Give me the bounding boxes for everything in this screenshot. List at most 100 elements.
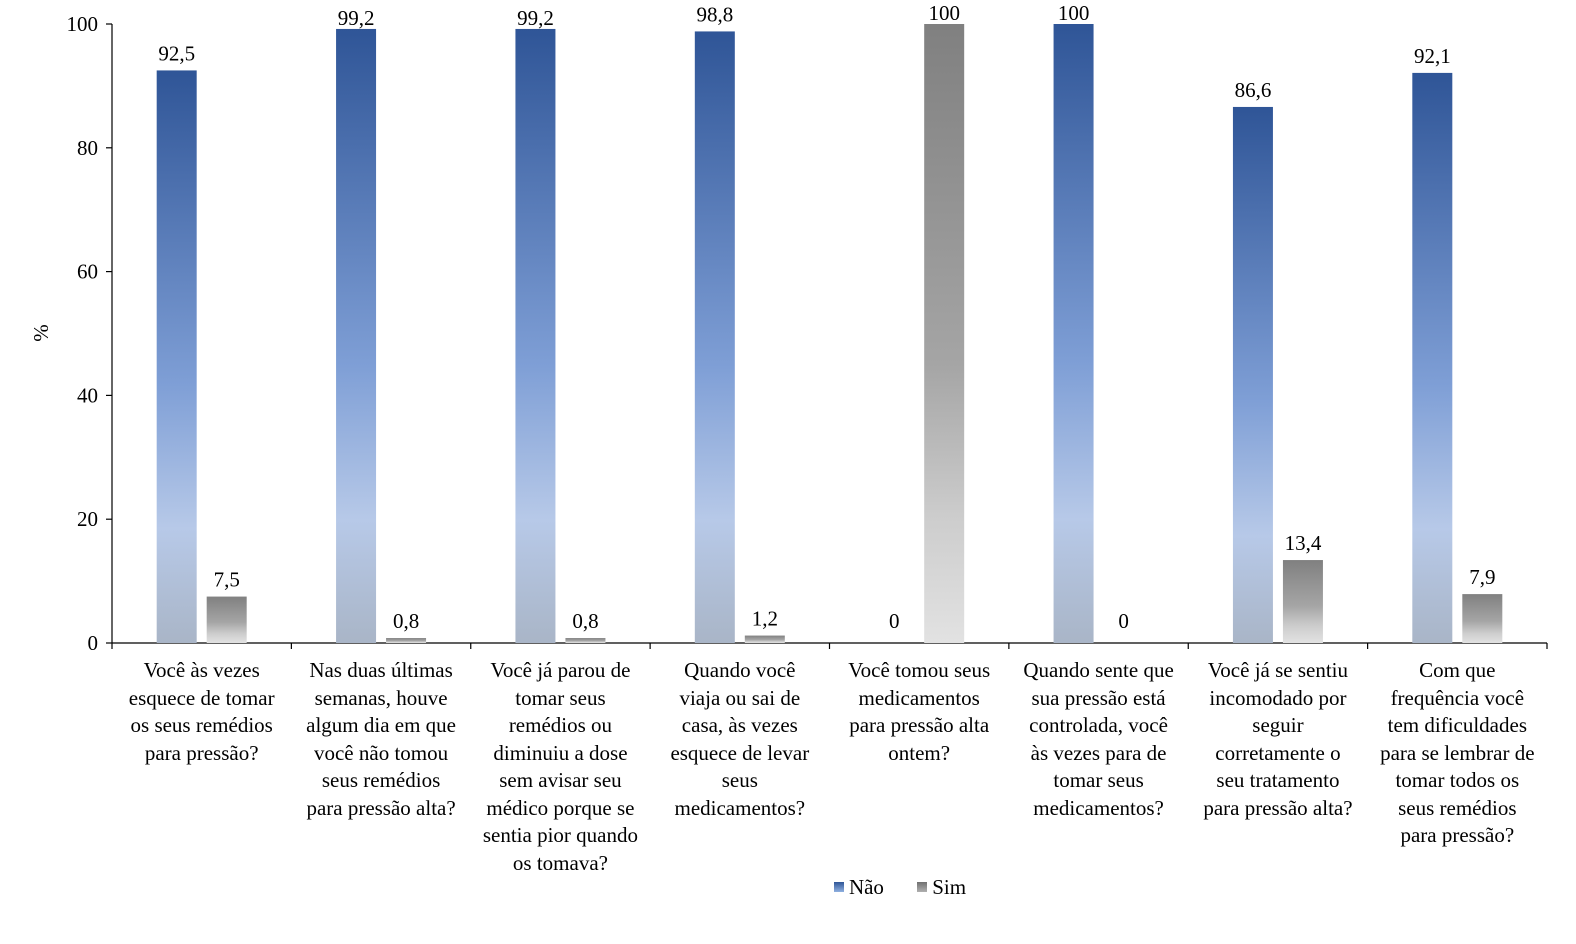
category-label-line: seu tratamento — [1216, 768, 1340, 792]
bar-sim-7 — [1462, 594, 1503, 643]
category-label-line: algum dia em que — [306, 713, 456, 737]
legend-label-nao: Não — [848, 874, 884, 899]
legend-item-nao: Não — [833, 874, 884, 900]
category-label-line: para pressão alta — [849, 713, 990, 737]
category-label-line: medicamentos? — [674, 795, 806, 820]
category-label-7: Com que frequência você tem dificuldades pa… — [1368, 657, 1546, 850]
category-label-line: sua pressão está — [1031, 685, 1166, 710]
category-label-line: Você às vezes — [143, 658, 260, 682]
y-tick-label: 20 — [77, 507, 98, 531]
y-tick-label: 40 — [77, 383, 98, 407]
axes: 0 20 40 60 80 100% — [29, 12, 1548, 655]
category-label-line: tomar todos os — [1395, 768, 1520, 792]
category-label-line: para se lembrar de — [1380, 740, 1535, 765]
data-label-nao-5: 100 — [1058, 1, 1090, 25]
category-label-line: tem dificuldades — [1387, 713, 1527, 737]
category-label-line: diminuiu a dose — [493, 740, 628, 765]
bar-sim-4 — [924, 24, 965, 643]
legend-label-sim: Sim — [932, 874, 967, 899]
category-label-line: para pressão alta? — [1203, 795, 1353, 820]
category-label-line: Com que — [1419, 658, 1496, 682]
bar-sim-1 — [386, 638, 427, 643]
data-label-nao-2: 99,2 — [517, 6, 554, 30]
data-label-sim-4: 100 — [928, 1, 960, 25]
category-label-line: seus remédios — [1398, 795, 1517, 820]
bars — [156, 24, 1503, 644]
data-label-sim-6: 13,4 — [1285, 531, 1322, 555]
category-label-line: casa, às vezes — [681, 713, 798, 737]
category-label-line: Você tomou seus — [848, 658, 991, 682]
category-label-line: frequência você — [1390, 685, 1525, 710]
bar-nao-3 — [694, 31, 735, 644]
y-axis-label: % — [29, 324, 53, 342]
category-label-line: tomar seus — [515, 685, 606, 710]
category-label-line: incomodado por — [1209, 685, 1347, 710]
y-tick-label: 60 — [77, 260, 98, 284]
y-tick-label: 0 — [88, 631, 99, 655]
data-label-nao-0: 92,5 — [158, 41, 195, 65]
category-label-4: Você tomou seus medicamentos para pressão … — [830, 657, 1008, 767]
legend: Não Sim — [0, 873, 1576, 900]
data-label-nao-6: 86,6 — [1235, 78, 1272, 102]
bar-nao-5 — [1053, 24, 1094, 643]
data-label-sim-2: 0,8 — [572, 609, 598, 633]
category-label-line: médico porque se — [486, 795, 635, 820]
category-label-line: seus — [721, 768, 758, 792]
category-label-line: seguir — [1252, 713, 1304, 737]
bar-sim-2 — [565, 638, 606, 643]
data-labels: 92,5 99,2 99,2 98,8 0 100 86,6 92,1 7,5 0,8 0,8 1,2… — [158, 1, 1495, 633]
category-label-line: às vezes para de — [1030, 740, 1167, 765]
category-label-line: tomar seus — [1053, 768, 1144, 792]
y-tick-label: 80 — [77, 136, 98, 160]
category-label-line: corretamente o — [1215, 740, 1341, 765]
category-label-1: Nas duas últimas semanas, houve algum dia … — [292, 657, 470, 822]
category-label-line: os tomava? — [512, 850, 608, 875]
category-label-line: Quando sente que — [1023, 658, 1174, 682]
bar-sim-6 — [1282, 560, 1323, 643]
legend-swatch-nao — [833, 882, 844, 892]
data-label-nao-3: 98,8 — [696, 2, 733, 26]
bar-nao-0 — [156, 70, 197, 644]
data-label-sim-5: 0 — [1118, 609, 1129, 633]
data-label-nao-1: 99,2 — [338, 6, 375, 30]
bar-sim-0 — [206, 596, 247, 643]
legend-item-sim: Sim — [917, 875, 966, 900]
category-label-0: Você às vezes esquece de tomar os seus rem… — [113, 657, 291, 767]
category-label-5: Quando sente que sua pressão está controla… — [1010, 657, 1188, 822]
category-label-line: Você já parou de — [490, 658, 631, 682]
category-label-line: você não tomou — [313, 740, 449, 765]
category-label-line: viaja ou sai de — [679, 685, 801, 710]
category-label-line: para pressão alta? — [306, 795, 456, 820]
category-label-line: remédios ou — [508, 713, 613, 737]
bar-sim-3 — [744, 635, 785, 643]
category-label-line: esquece de tomar — [128, 685, 275, 710]
category-label-2: Você já parou de tomar seus remédios ou dim… — [471, 657, 649, 877]
category-label-6: Você já se sentiu incomodado por seguir cor… — [1189, 657, 1367, 822]
category-label-line: seus remédios — [321, 768, 441, 792]
category-label-line: Você já se sentiu — [1207, 658, 1349, 682]
bar-nao-1 — [336, 28, 377, 643]
data-label-nao-4: 0 — [889, 609, 900, 633]
category-label-line: Quando você — [684, 658, 796, 682]
category-label-line: esquece de levar — [670, 740, 810, 765]
data-label-sim-1: 0,8 — [393, 609, 419, 633]
category-label-line: controlada, você — [1029, 713, 1168, 737]
category-label-line: os seus remédios — [130, 713, 273, 737]
data-label-sim-7: 7,9 — [1469, 565, 1495, 589]
y-tick-label: 100 — [67, 12, 99, 36]
category-label-line: Nas duas últimas — [309, 658, 453, 682]
legend-swatch-sim — [917, 882, 928, 892]
bar-nao-2 — [515, 28, 556, 643]
data-label-nao-7: 92,1 — [1414, 44, 1451, 68]
data-label-sim-3: 1,2 — [752, 607, 778, 631]
category-label-line: medicamentos? — [1033, 795, 1164, 820]
category-label-line: sem avisar seu — [499, 768, 622, 792]
bar-nao-6 — [1232, 106, 1273, 644]
category-label-line: semanas, houve — [314, 685, 448, 710]
category-label-line: medicamentos — [858, 685, 980, 710]
bar-nao-7 — [1412, 72, 1453, 643]
category-label-line: sentia pior quando — [482, 823, 638, 847]
category-label-3: Quando você viaja ou sai de casa, às vezes… — [651, 657, 829, 822]
category-label-line: para pressão? — [144, 740, 259, 765]
